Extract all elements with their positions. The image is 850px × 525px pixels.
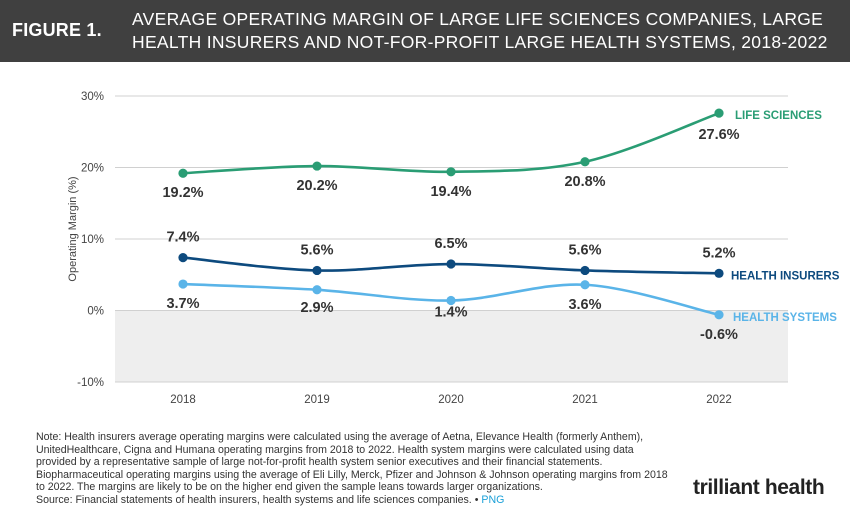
y-tick-label: 30% bbox=[81, 91, 104, 103]
figure-title-line-2: HEALTH INSURERS AND NOT-FOR-PROFIT LARGE… bbox=[132, 32, 828, 52]
data-label: 3.6% bbox=[568, 297, 601, 313]
data-label: 2.9% bbox=[300, 300, 333, 316]
data-label: 5.6% bbox=[300, 242, 333, 258]
gridlines bbox=[115, 95, 788, 383]
data-point bbox=[714, 310, 724, 320]
data-point bbox=[446, 295, 456, 306]
data-point bbox=[178, 252, 188, 263]
x-axis-ticks: 2018 2019 2020 2021 2022 bbox=[170, 394, 732, 406]
y-tick-label: 20% bbox=[81, 163, 104, 175]
figure-title: AVERAGE OPERATING MARGIN OF LARGE LIFE S… bbox=[132, 8, 832, 54]
x-tick-label: 2020 bbox=[438, 394, 464, 406]
data-point bbox=[714, 108, 724, 118]
x-tick-label: 2022 bbox=[706, 394, 732, 406]
data-label: 20.8% bbox=[564, 174, 605, 190]
data-label: 5.6% bbox=[568, 242, 601, 258]
series-legend-label: HEALTH INSURERS bbox=[731, 270, 840, 282]
figure-title-line-1: AVERAGE OPERATING MARGIN OF LARGE LIFE S… bbox=[132, 9, 824, 29]
figure-header: FIGURE 1. AVERAGE OPERATING MARGIN OF LA… bbox=[0, 0, 850, 62]
data-point bbox=[580, 157, 590, 167]
operating-margin-chart: 30% 20% 10% 0% -10% 2018 2019 2020 2021 2022 Ope… bbox=[67, 91, 840, 406]
data-label: -0.6% bbox=[700, 327, 738, 343]
y-tick-label: -10% bbox=[77, 377, 104, 389]
y-tick-label: 10% bbox=[81, 234, 104, 246]
x-tick-label: 2018 bbox=[170, 394, 196, 406]
data-label: 3.7% bbox=[166, 296, 199, 312]
source-separator: • bbox=[474, 493, 479, 506]
data-label: 27.6% bbox=[698, 127, 739, 143]
data-label: 7.4% bbox=[166, 230, 199, 246]
data-label: 1.4% bbox=[434, 304, 467, 320]
data-point bbox=[580, 265, 590, 276]
data-point bbox=[312, 161, 322, 171]
png-link[interactable]: PNG bbox=[481, 493, 505, 506]
series-health-systems: 3.7% 2.9% 1.4% 3.6% -0.6% HEALTH SYSTEMS bbox=[166, 279, 837, 343]
figure-label: FIGURE 1. bbox=[12, 20, 102, 40]
series-life-sciences: 19.2% 20.2% 19.4% 20.8% 27.6% LIFE SCIENCES bbox=[162, 108, 822, 201]
series-line bbox=[182, 111, 720, 175]
x-tick-label: 2019 bbox=[304, 394, 330, 406]
data-label: 19.2% bbox=[162, 185, 203, 201]
negative-region-band bbox=[115, 310, 788, 382]
y-tick-label: 0% bbox=[87, 306, 104, 318]
data-point bbox=[178, 279, 188, 289]
data-point bbox=[580, 280, 590, 290]
note-text: Note: Health insurers average operating … bbox=[36, 431, 668, 494]
y-axis-label: Operating Margin (%) bbox=[67, 176, 79, 281]
data-label: 20.2% bbox=[296, 178, 337, 194]
data-label: 5.2% bbox=[702, 245, 735, 261]
trilliant-health-logo: trilliant health bbox=[693, 476, 825, 499]
series-legend-label: HEALTH SYSTEMS bbox=[733, 312, 837, 324]
data-point bbox=[312, 285, 322, 295]
series-layer: 19.2% 20.2% 19.4% 20.8% 27.6% LIFE SCIENCES 7.… bbox=[162, 108, 840, 343]
data-point bbox=[312, 265, 322, 276]
x-tick-label: 2021 bbox=[572, 394, 598, 406]
series-legend-label: LIFE SCIENCES bbox=[735, 110, 822, 122]
data-point bbox=[446, 167, 456, 177]
source-text: Source: Financial statements of health i… bbox=[36, 493, 472, 506]
data-label: 19.4% bbox=[430, 184, 471, 200]
data-label: 6.5% bbox=[434, 236, 467, 252]
data-point bbox=[178, 168, 188, 178]
chart-note: Note: Health insurers average operating … bbox=[36, 431, 676, 507]
data-point bbox=[446, 259, 456, 269]
series-health-insurers: 7.4% 5.6% 6.5% 5.6% 5.2% HEALTH INSURERS bbox=[166, 230, 839, 283]
data-point bbox=[714, 268, 724, 278]
y-axis-ticks: 30% 20% 10% 0% -10% bbox=[77, 91, 104, 389]
